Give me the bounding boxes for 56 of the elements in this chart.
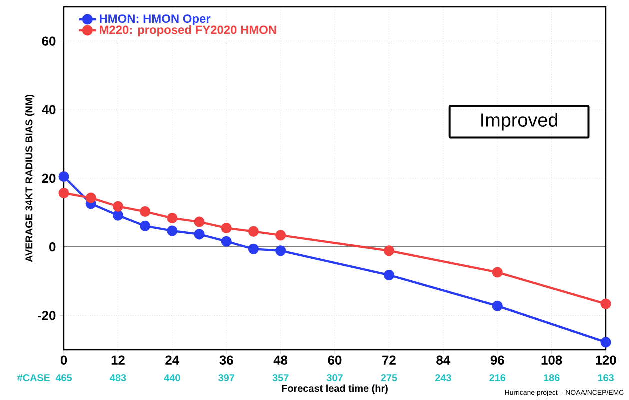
x-tick-label: 12 <box>112 356 125 365</box>
text: 357 <box>272 374 289 382</box>
text: #CASE <box>17 374 50 382</box>
text: 163 <box>598 374 614 382</box>
text: 440 <box>164 374 180 382</box>
x-tick-label: 84 <box>436 356 451 365</box>
point <box>384 246 394 256</box>
point <box>140 220 151 232</box>
annotation: Improved <box>482 113 558 131</box>
x-tick-label: 0 <box>60 356 68 365</box>
point <box>58 188 70 199</box>
point <box>248 244 259 254</box>
text: 483 <box>110 374 126 382</box>
y-tick-label: 40 <box>42 105 56 114</box>
text: 275 <box>381 374 398 382</box>
x-axis-title: Forecast lead time (hr) <box>282 384 388 394</box>
y-tick-label: 20 <box>42 174 56 184</box>
y-tick-label: 0 <box>50 242 56 252</box>
text: 216 <box>490 374 506 382</box>
x-tick-label: 108 <box>542 356 562 365</box>
text: 243 <box>435 374 452 382</box>
x-tick-label: 72 <box>382 356 396 365</box>
point <box>276 246 286 256</box>
text: 397 <box>218 374 234 382</box>
text: 186 <box>544 374 560 382</box>
point <box>58 172 70 182</box>
point <box>112 201 124 212</box>
point <box>221 236 232 247</box>
x-tick-label: 48 <box>274 356 288 365</box>
point <box>167 213 178 224</box>
point <box>194 229 205 240</box>
point <box>112 210 124 221</box>
point <box>140 206 151 218</box>
point <box>492 300 503 312</box>
point <box>492 267 503 278</box>
point <box>167 226 178 236</box>
point <box>600 298 612 310</box>
point <box>384 270 394 281</box>
text: 465 <box>56 374 72 382</box>
y-tick-label: 60 <box>42 36 56 46</box>
point <box>221 222 232 234</box>
point <box>600 337 612 348</box>
x-tick-label: 60 <box>328 356 342 365</box>
y-axis-title: AVERAGE 34KT RADIUS BIAS (NM) <box>25 94 35 262</box>
legend-label: HMON: HMON Oper <box>100 14 211 26</box>
x-tick-label: 96 <box>490 356 504 365</box>
x-tick-label: 36 <box>220 356 234 365</box>
legend-label: M220: proposed FY2020 HMON <box>100 25 276 37</box>
x-tick-label: 24 <box>166 356 180 365</box>
point <box>86 192 96 204</box>
point <box>248 226 259 237</box>
text: 307 <box>326 374 343 382</box>
x-tick-label: 120 <box>596 356 616 365</box>
y-tick-label: -20 <box>38 311 56 320</box>
point <box>194 216 205 228</box>
point <box>276 230 286 241</box>
